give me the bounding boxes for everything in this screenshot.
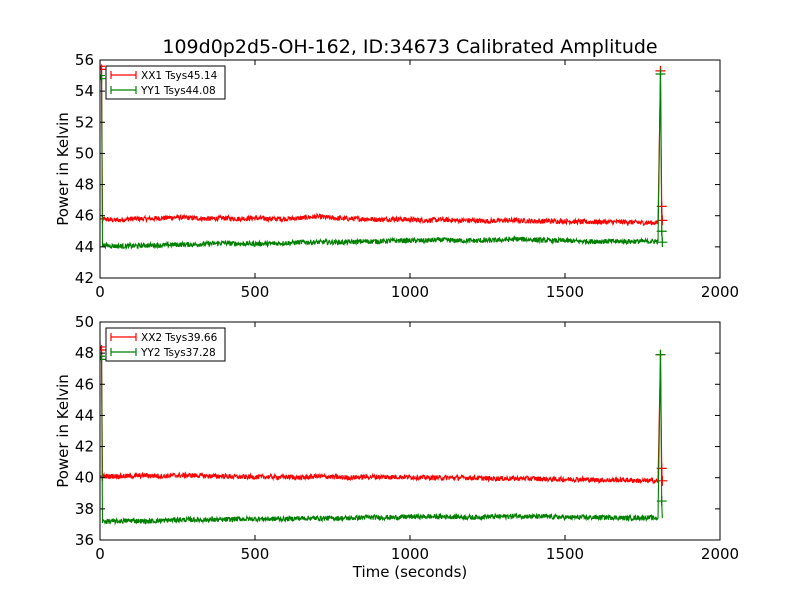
data-point-marker xyxy=(655,69,666,80)
x-tick-label: 1500 xyxy=(546,545,584,563)
y-tick-label: 48 xyxy=(75,344,94,362)
data-point-marker xyxy=(100,351,105,362)
data-point-marker xyxy=(656,496,667,507)
y-tick-label: 42 xyxy=(75,269,94,287)
data-point-marker xyxy=(655,349,666,360)
legend-marker xyxy=(110,348,137,356)
y-tick-label: 46 xyxy=(75,375,94,393)
x-tick-label: 1000 xyxy=(391,545,429,563)
data-point-marker xyxy=(100,341,105,352)
legend-label: XX2 Tsys39.66 xyxy=(141,332,218,344)
x-tick-label: 0 xyxy=(95,283,105,301)
x-tick-label: 500 xyxy=(241,283,270,301)
top-panel: 0 500 1000 1500 2000 42 44 46 48 50 52 54 56 Power in… xyxy=(54,51,739,301)
y-tick-label: 44 xyxy=(75,238,94,256)
series-line-yy xyxy=(100,73,663,251)
legend-marker xyxy=(110,71,137,79)
data-point-marker xyxy=(656,226,667,237)
x-tick-label: 0 xyxy=(95,545,105,563)
data-point-marker xyxy=(100,64,107,75)
y-tick-label: 52 xyxy=(75,113,94,131)
bottom-panel: 0 500 1000 1500 2000 36 38 40 42 44 46 48 50 Power in… xyxy=(54,313,739,581)
data-point-marker xyxy=(100,354,107,365)
legend: XX1 Tsys45.14 YY1 Tsys44.08 xyxy=(105,65,226,100)
series-line-xx xyxy=(100,346,663,485)
y-tick-label: 40 xyxy=(75,469,94,487)
legend-label: XX1 Tsys45.14 xyxy=(141,70,218,82)
x-axis-label: Time (seconds) xyxy=(352,563,468,581)
series-line-xx xyxy=(100,65,663,227)
legend-marker xyxy=(110,86,137,94)
y-tick-label: 44 xyxy=(75,406,94,424)
legend-label: YY2 Tsys37.28 xyxy=(140,347,216,359)
y-axis-label: Power in Kelvin xyxy=(54,374,72,488)
legend-label: YY1 Tsys44.08 xyxy=(140,85,216,97)
x-tick-label: 1500 xyxy=(546,283,584,301)
data-point-marker xyxy=(657,215,668,226)
chart-title: 109d0p2d5-OH-162, ID:34673 Calibrated Am… xyxy=(162,36,657,58)
series-line-yy xyxy=(100,354,663,526)
legend-marker xyxy=(110,333,137,341)
data-point-marker xyxy=(100,70,105,81)
data-point-marker xyxy=(100,61,105,72)
y-tick-label: 50 xyxy=(75,144,94,162)
y-tick-label: 50 xyxy=(75,313,94,331)
x-tick-label: 2000 xyxy=(701,283,739,301)
y-tick-label: 36 xyxy=(75,531,94,549)
legend-box xyxy=(105,65,226,100)
x-tick-label: 500 xyxy=(241,545,270,563)
y-tick-label: 54 xyxy=(75,82,94,100)
data-point-marker xyxy=(657,237,668,248)
legend: XX2 Tsys39.66 YY2 Tsys37.28 xyxy=(105,327,226,362)
y-axis-label: Power in Kelvin xyxy=(54,112,72,226)
y-tick-label: 42 xyxy=(75,438,94,456)
y-tick-label: 38 xyxy=(75,500,94,518)
legend-box xyxy=(105,327,226,362)
y-tick-label: 56 xyxy=(75,51,94,69)
y-tick-label: 48 xyxy=(75,176,94,194)
data-point-marker xyxy=(100,73,107,84)
x-tick-label: 1000 xyxy=(391,283,429,301)
x-tick-label: 2000 xyxy=(701,545,739,563)
y-tick-label: 46 xyxy=(75,207,94,225)
